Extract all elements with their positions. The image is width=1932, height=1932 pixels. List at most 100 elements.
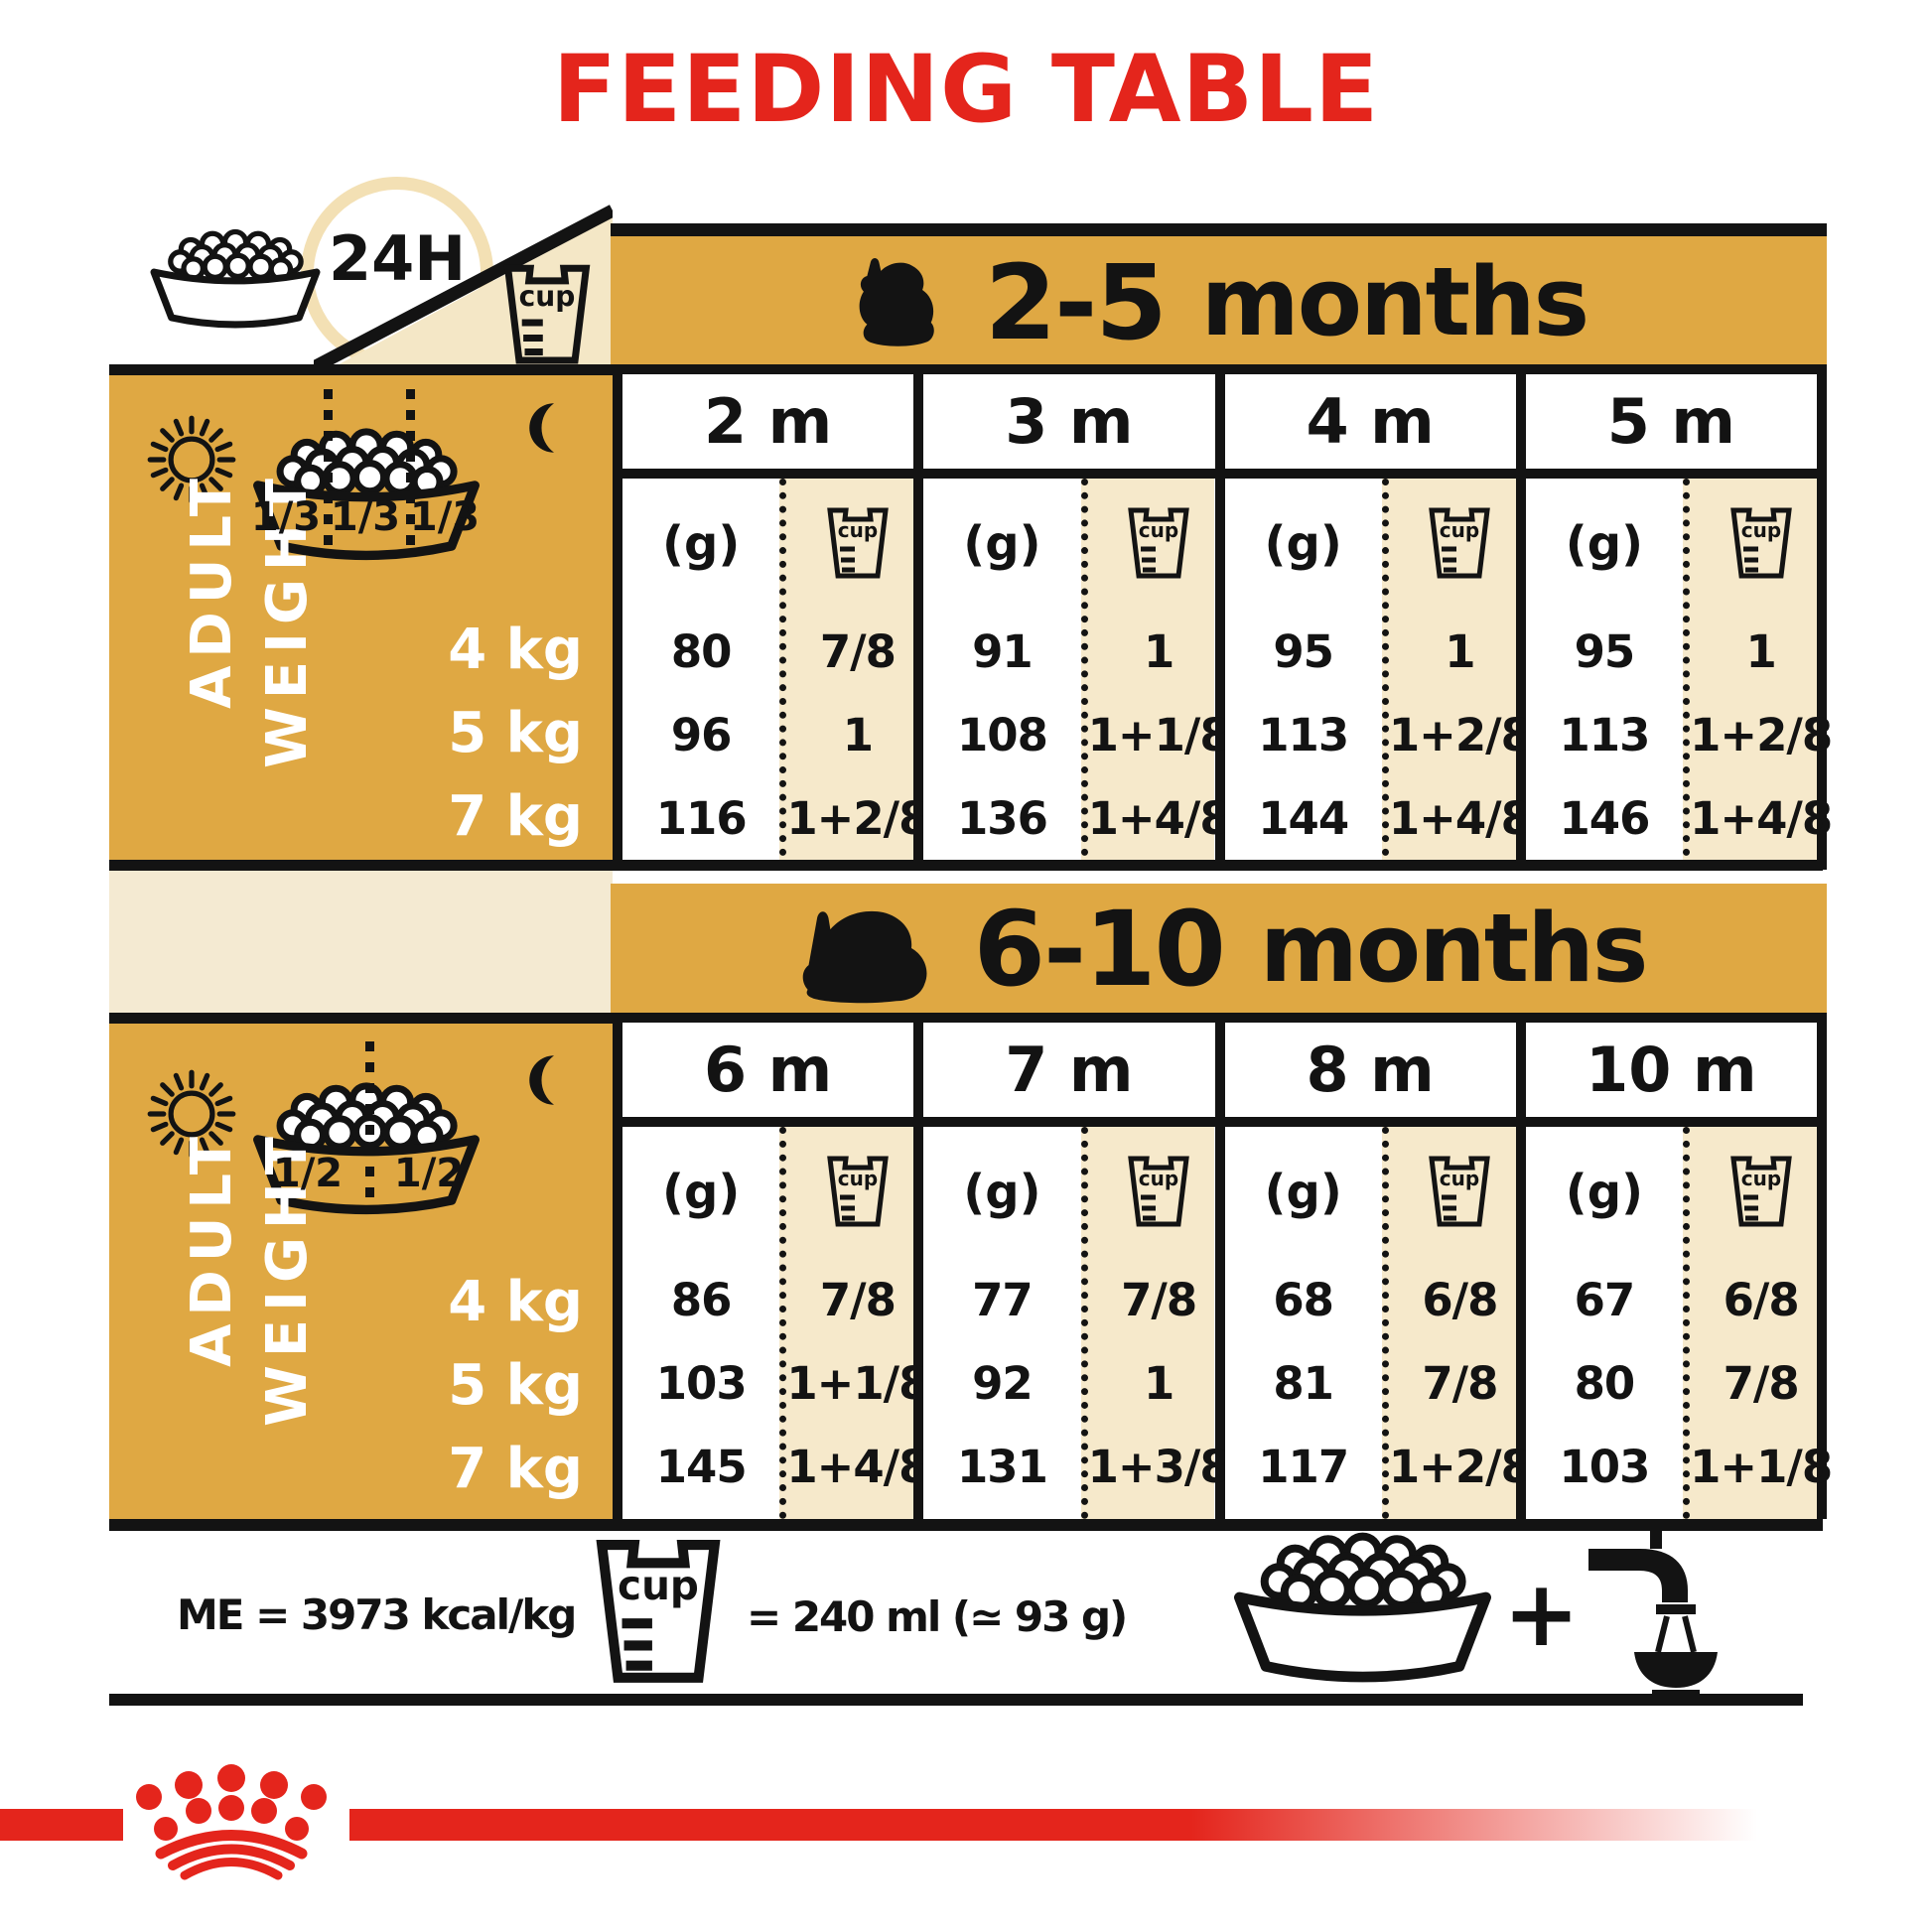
age-range: 6-10 bbox=[973, 888, 1226, 1010]
grams-value: 108 bbox=[956, 708, 1048, 761]
cup-value: 1+2/8 bbox=[1388, 1440, 1532, 1493]
cup-value: 1+2/8 bbox=[1690, 708, 1833, 761]
bowl-divider-dots bbox=[365, 1041, 374, 1208]
month-column: 5 m (g) 95 113 146 1 1+2/8 1+4/8 bbox=[1525, 374, 1833, 870]
bowl-fraction: 1/2 bbox=[272, 1151, 344, 1196]
cup-value: 1+3/8 bbox=[1087, 1440, 1231, 1493]
grams-unit-label: (g) bbox=[1264, 516, 1342, 572]
adult-weight-label: ADULT bbox=[180, 471, 244, 709]
measuring-cup-icon bbox=[502, 264, 592, 367]
month-header: 7 m bbox=[923, 1023, 1215, 1117]
cup-value: 7/8 bbox=[1121, 1273, 1197, 1326]
cup-value: 1 bbox=[1745, 624, 1776, 678]
cup-value: 1+4/8 bbox=[1690, 791, 1833, 845]
sidebar-6-10-months: 1/2 1/2 ADULT WEIGHT 4 kg 5 kg 7 kg bbox=[109, 1024, 613, 1519]
grams-value: 77 bbox=[972, 1273, 1034, 1326]
sidebar-2-5-months: 1/3 1/3 1/3 ADULT WEIGHT 4 kg 5 kg 7 kg bbox=[109, 375, 613, 860]
month-header: 6 m bbox=[622, 1023, 914, 1117]
measuring-cup-icon bbox=[1128, 1156, 1189, 1229]
cup-value: 1+1/8 bbox=[1087, 708, 1231, 761]
cup-value: 1 bbox=[1143, 1356, 1174, 1410]
cup-value: 6/8 bbox=[1723, 1273, 1800, 1326]
measuring-cup-icon bbox=[596, 1539, 721, 1688]
measuring-cup-icon bbox=[1730, 1156, 1792, 1229]
cup-value: 1+4/8 bbox=[786, 1440, 929, 1493]
measuring-cup-icon bbox=[1730, 507, 1792, 581]
bowl-fraction: 1/3 bbox=[409, 494, 481, 540]
age-unit: months bbox=[1200, 248, 1589, 357]
month-header: 2 m bbox=[622, 374, 914, 469]
grams-unit-label: (g) bbox=[662, 516, 741, 572]
cup-value: 1+2/8 bbox=[1388, 708, 1532, 761]
brand-bar-left bbox=[0, 1809, 123, 1841]
cup-value: 7/8 bbox=[1422, 1356, 1498, 1410]
moon-icon bbox=[529, 1055, 554, 1105]
cup-equivalence-label: = 240 ml (≃ 93 g) bbox=[747, 1592, 1128, 1641]
cup-value: 6/8 bbox=[1422, 1273, 1498, 1326]
month-header: 8 m bbox=[1224, 1023, 1516, 1117]
divider bbox=[109, 1013, 616, 1024]
cup-value: 1+1/8 bbox=[786, 1356, 929, 1410]
cup-value: 7/8 bbox=[1723, 1356, 1800, 1410]
grams-value: 113 bbox=[1258, 708, 1349, 761]
grams-value: 117 bbox=[1258, 1440, 1349, 1493]
grams-value: 131 bbox=[956, 1440, 1048, 1493]
weight-row-label: 7 kg bbox=[448, 1437, 583, 1501]
age-unit: months bbox=[1259, 894, 1648, 1004]
month-column: 8 m (g) 68 81 117 6/8 7/8 1+2/8 bbox=[1224, 1023, 1532, 1519]
measuring-cup-icon bbox=[827, 1156, 889, 1229]
grams-value: 86 bbox=[670, 1273, 733, 1326]
weight-row-label: 7 kg bbox=[448, 784, 583, 849]
month-header: 3 m bbox=[923, 374, 1215, 469]
grams-value: 145 bbox=[655, 1440, 748, 1493]
grams-value: 113 bbox=[1559, 708, 1650, 761]
month-column: 7 m (g) 77 92 131 7/8 1 1+3/8 bbox=[923, 1023, 1231, 1519]
month-column: 2 m (g) 80 96 116 7/8 1 1+2/8 bbox=[622, 374, 929, 870]
grams-value: 91 bbox=[972, 624, 1034, 678]
month-header: 4 m bbox=[1224, 374, 1516, 469]
divider bbox=[109, 364, 616, 375]
cup-value: 1+4/8 bbox=[1087, 791, 1231, 845]
cup-value: 1+1/8 bbox=[1690, 1440, 1833, 1493]
feeding-grid-2-5-months: 2 m (g) 80 96 116 7/8 1 1+2/8 3 m bbox=[613, 364, 1833, 870]
sun-icon bbox=[147, 415, 236, 504]
grams-value: 136 bbox=[956, 791, 1048, 845]
grams-value: 95 bbox=[1574, 624, 1636, 678]
divider bbox=[109, 1694, 1803, 1706]
grams-value: 144 bbox=[1258, 791, 1349, 845]
bowl-fraction: 1/3 bbox=[330, 494, 401, 540]
month-column: 6 m (g) 86 103 145 7/8 1+1/8 1+4/8 bbox=[622, 1023, 929, 1519]
grams-value: 80 bbox=[670, 624, 733, 678]
grams-value: 103 bbox=[655, 1356, 748, 1410]
grams-unit-label: (g) bbox=[963, 1165, 1041, 1220]
cup-value: 7/8 bbox=[819, 1273, 897, 1326]
cup-value: 1 bbox=[1143, 624, 1174, 678]
cup-value: 1 bbox=[842, 708, 874, 761]
cream-spacer bbox=[109, 871, 613, 1013]
cup-value: 1+2/8 bbox=[786, 791, 929, 845]
measuring-cup-icon bbox=[1429, 1156, 1490, 1229]
sun-icon bbox=[147, 1069, 236, 1159]
food-bowl-icon bbox=[145, 228, 326, 332]
grams-value: 103 bbox=[1559, 1440, 1650, 1493]
royal-canin-crown-logo bbox=[136, 1764, 327, 1880]
grams-value: 81 bbox=[1273, 1356, 1334, 1410]
grams-value: 146 bbox=[1559, 791, 1650, 845]
page-title: FEEDING TABLE bbox=[552, 36, 1380, 144]
grams-unit-label: (g) bbox=[1264, 1165, 1342, 1220]
weight-row-label: 4 kg bbox=[448, 1270, 583, 1334]
age-band-2-5-months: 2-5 months bbox=[611, 223, 1827, 369]
month-column: 10 m (g) 67 80 103 6/8 7/8 1+1/8 bbox=[1525, 1023, 1833, 1519]
age-range: 2-5 bbox=[984, 242, 1168, 363]
measuring-cup-icon bbox=[827, 507, 889, 581]
divider bbox=[109, 860, 1823, 871]
grams-value: 95 bbox=[1273, 624, 1334, 678]
bowl-divider-dots bbox=[406, 389, 415, 556]
brand-bar-right bbox=[349, 1809, 1801, 1841]
24h-label: 24H bbox=[329, 222, 467, 295]
moon-icon bbox=[529, 403, 554, 453]
adult-weight-label: ADULT bbox=[180, 1129, 244, 1367]
month-header: 5 m bbox=[1525, 374, 1817, 469]
water-tap-icon bbox=[1588, 1519, 1718, 1694]
